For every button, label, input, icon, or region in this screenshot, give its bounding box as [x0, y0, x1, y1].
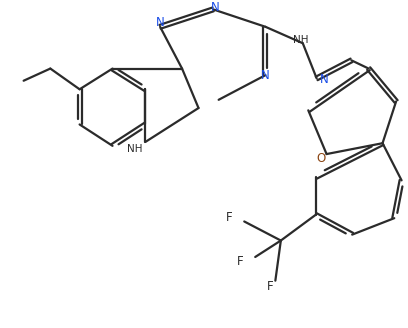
- Text: F: F: [237, 255, 243, 268]
- Text: O: O: [317, 153, 326, 166]
- Text: N: N: [156, 16, 164, 29]
- Text: F: F: [226, 211, 233, 224]
- Text: N: N: [261, 69, 270, 82]
- Text: N: N: [211, 1, 220, 13]
- Text: NH: NH: [293, 35, 309, 45]
- Text: F: F: [266, 280, 273, 293]
- Text: N: N: [319, 73, 328, 86]
- Text: NH: NH: [127, 144, 142, 154]
